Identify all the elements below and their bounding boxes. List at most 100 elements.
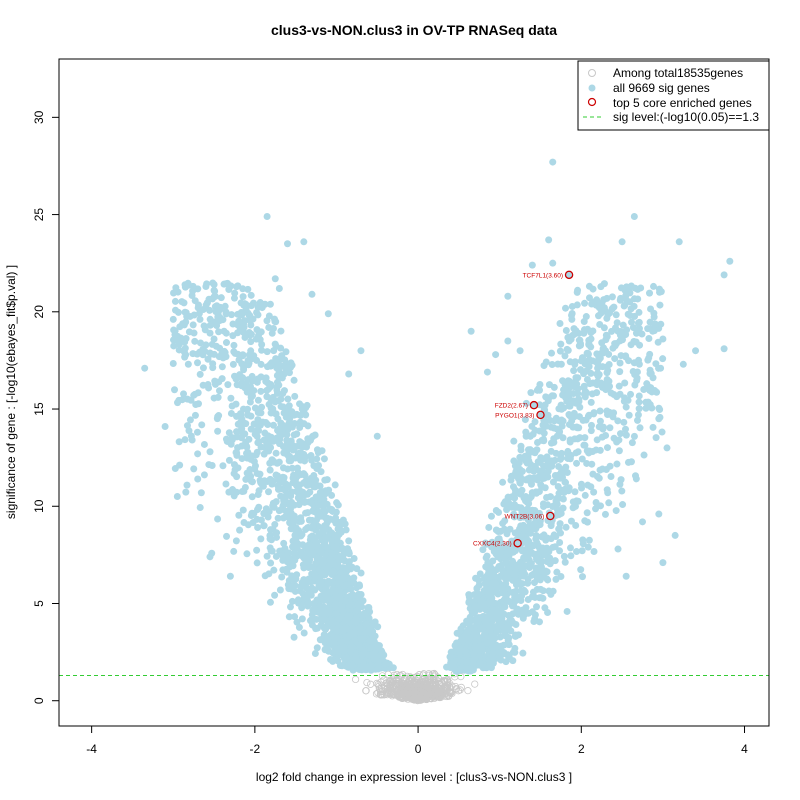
top-gene-point (546, 511, 555, 521)
sig-point (335, 574, 343, 582)
sig-point (578, 455, 586, 463)
sig-point (625, 357, 633, 365)
sig-point (283, 490, 291, 498)
sig-point (517, 446, 525, 454)
sig-point (642, 404, 650, 412)
sig-point (576, 403, 584, 411)
sig-point (560, 386, 568, 394)
sig-point (616, 368, 624, 376)
sig-point (258, 480, 266, 488)
sig-point (306, 516, 314, 524)
sig-point (277, 327, 285, 335)
sig-outlier-point (659, 335, 667, 343)
sig-point (596, 417, 604, 425)
sig-point (247, 425, 255, 433)
sig-point (607, 473, 615, 481)
sig-point (577, 566, 585, 574)
sig-point (563, 345, 571, 353)
sig-point (230, 547, 238, 555)
sig-point (257, 443, 265, 451)
sig-point (214, 427, 222, 435)
sig-point (529, 489, 537, 497)
sig-point (300, 629, 308, 637)
sig-point (568, 311, 576, 319)
sig-point (590, 548, 598, 556)
sig-point (561, 558, 569, 566)
nonsig-point (406, 687, 414, 695)
sig-point (284, 483, 292, 491)
sig-point (543, 453, 551, 461)
sig-outlier-point (483, 368, 491, 376)
sig-point (307, 550, 315, 558)
sig-point (222, 280, 230, 288)
sig-point (519, 565, 527, 573)
nonsig-point (420, 670, 428, 678)
sig-point (179, 320, 187, 328)
sig-point (483, 639, 491, 647)
sig-point (196, 370, 204, 378)
sig-point (589, 470, 597, 478)
sig-point (263, 386, 271, 394)
sig-point (548, 392, 556, 400)
sig-point (603, 376, 611, 384)
sig-point (235, 511, 243, 519)
sig-point (311, 649, 319, 657)
sig-point (562, 523, 570, 531)
sig-point (266, 598, 274, 606)
sig-point (595, 353, 603, 361)
sig-point (618, 336, 626, 344)
sig-point (365, 651, 373, 659)
sig-point (246, 311, 254, 319)
sig-point (477, 614, 485, 622)
sig-point (272, 436, 280, 444)
sig-point (170, 342, 178, 350)
sig-point (304, 576, 312, 584)
sig-point (375, 642, 383, 650)
sig-point (511, 648, 519, 656)
sig-point (265, 312, 273, 320)
sig-point (218, 375, 226, 383)
sig-outlier-point (634, 411, 642, 419)
nonsig-point (430, 669, 438, 678)
sig-point (471, 603, 479, 611)
sig-point (214, 515, 222, 523)
sig-point (465, 597, 473, 605)
sig-point (302, 509, 310, 517)
sig-outlier-point (545, 236, 553, 244)
sig-point (189, 321, 197, 329)
sig-point (525, 539, 533, 547)
sig-point (529, 430, 537, 438)
sig-point (556, 319, 564, 327)
sig-point (580, 318, 588, 326)
sig-point (501, 526, 509, 534)
sig-point (657, 364, 665, 372)
sig-point (533, 568, 541, 576)
sig-point (489, 649, 497, 657)
sig-point (555, 417, 563, 425)
sig-point (197, 489, 205, 497)
sig-point (547, 447, 555, 455)
sig-point (341, 597, 349, 605)
sig-point (263, 478, 271, 486)
sig-point (546, 493, 554, 501)
y-tick-label: 25 (32, 208, 46, 222)
sig-point (188, 291, 196, 299)
sig-point (499, 519, 507, 527)
nonsig-point (394, 692, 402, 700)
x-tick-label: 4 (741, 742, 748, 756)
sig-point (504, 651, 512, 659)
sig-point (174, 399, 182, 407)
sig-point (186, 312, 194, 320)
sig-point (615, 447, 623, 455)
sig-point (556, 547, 564, 555)
sig-point (240, 519, 248, 527)
sig-point (505, 611, 513, 619)
sig-point (316, 511, 324, 519)
sig-point (214, 313, 222, 321)
nonsig-point (404, 695, 412, 703)
nonsig-point (452, 684, 460, 693)
sig-point (242, 475, 250, 483)
nonsig-point (464, 687, 472, 695)
sig-point (586, 447, 594, 455)
